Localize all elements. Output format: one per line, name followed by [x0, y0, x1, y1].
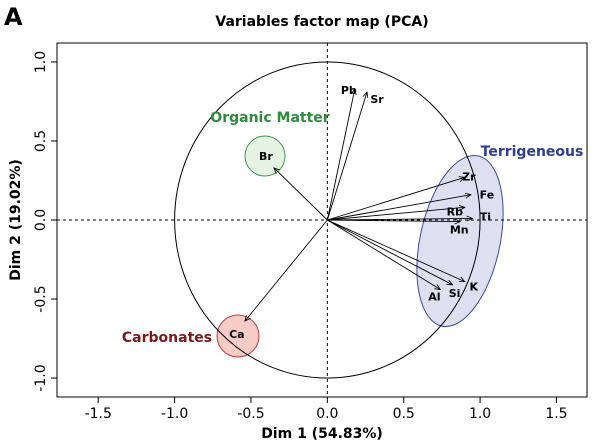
variable-arrow [327, 177, 464, 221]
variable-label: Al [428, 291, 440, 304]
terrigeneous-ellipse [416, 154, 504, 328]
variable-label: Mn [450, 224, 469, 237]
variable-arrow [326, 92, 367, 221]
variable-arrow [327, 219, 464, 282]
variable-arrow [327, 218, 472, 220]
variable-arrow [327, 207, 464, 221]
x-axis-label: Dim 1 (54.83%) [261, 426, 383, 442]
x-tick-label: -1.0 [161, 406, 188, 422]
group-label: Organic Matter [210, 110, 329, 126]
group-label: Terrigeneous [481, 144, 584, 160]
x-tick-label: 0.0 [316, 406, 338, 422]
variable-arrow [245, 219, 328, 321]
variable-arrow [274, 168, 328, 221]
variable-label: Pb [341, 84, 357, 97]
x-tick-label: 1.0 [469, 406, 491, 422]
variable-label: Ti [480, 210, 491, 223]
y-tick-label: 1.0 [33, 51, 49, 73]
variable-label: Fe [480, 189, 495, 202]
x-tick-label: 0.5 [393, 406, 415, 422]
panel-label: A [4, 3, 23, 31]
variable-label: Sr [370, 93, 384, 106]
organic-circle [244, 135, 286, 177]
x-tick-label: -1.5 [85, 406, 112, 422]
y-tick-label: -0.5 [33, 285, 49, 312]
y-tick-label: -1.0 [33, 364, 49, 391]
correlation-circle [174, 61, 481, 379]
group-shapes [216, 135, 504, 358]
variable-label: Rb [447, 205, 463, 218]
group-label: Carbonates [122, 330, 212, 346]
variable-arrow [327, 219, 452, 285]
variable-label: Si [449, 287, 461, 300]
variable-label: Ca [229, 328, 245, 341]
variable-arrow [327, 195, 471, 221]
variable-arrow [327, 219, 440, 290]
variable-label: Br [259, 150, 273, 163]
x-tick-label: -0.5 [237, 406, 264, 422]
carbonates-circle [216, 314, 260, 358]
variable-label: K [470, 281, 479, 294]
variable-arrow [326, 89, 354, 221]
x-tick-label: 1.5 [545, 406, 567, 422]
chart-title: Variables factor map (PCA) [215, 14, 428, 30]
variable-label: Zr [462, 170, 476, 183]
variable-arrow [327, 220, 460, 222]
y-tick-label: 0.5 [33, 130, 49, 152]
y-tick-label: 0.0 [33, 209, 49, 231]
y-axis-label: Dim 2 (19.02%) [8, 159, 24, 281]
